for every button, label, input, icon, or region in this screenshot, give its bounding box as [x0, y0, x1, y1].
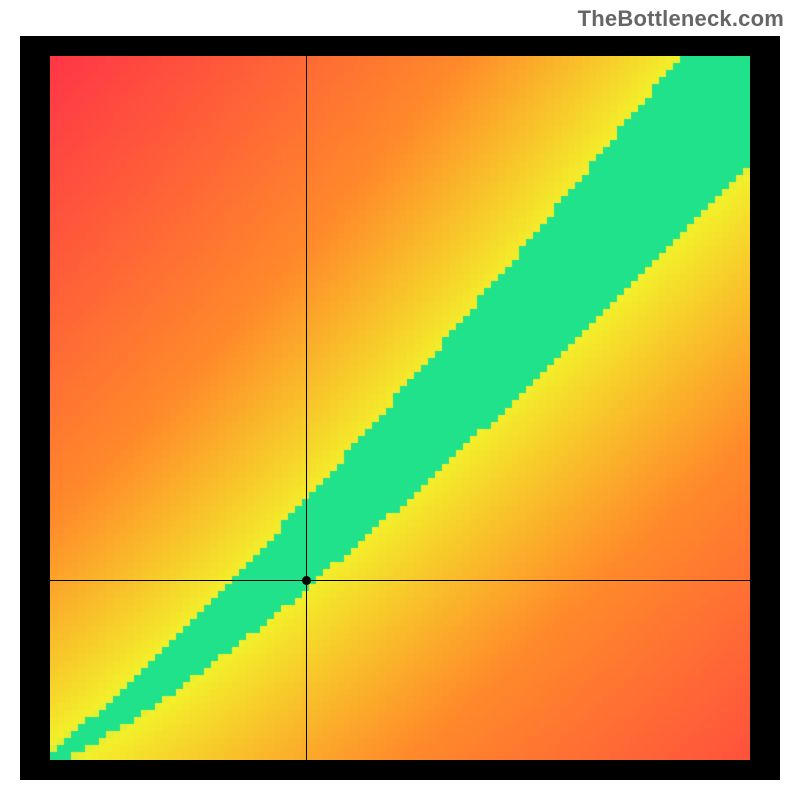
crosshair-dot-icon	[302, 576, 311, 585]
crosshair-vertical	[306, 56, 307, 760]
chart-outer-frame	[20, 36, 780, 780]
heatmap-canvas	[50, 56, 750, 760]
crosshair-horizontal	[50, 580, 750, 581]
chart-plot-area	[50, 56, 750, 760]
watermark-text: TheBottleneck.com	[578, 6, 784, 32]
